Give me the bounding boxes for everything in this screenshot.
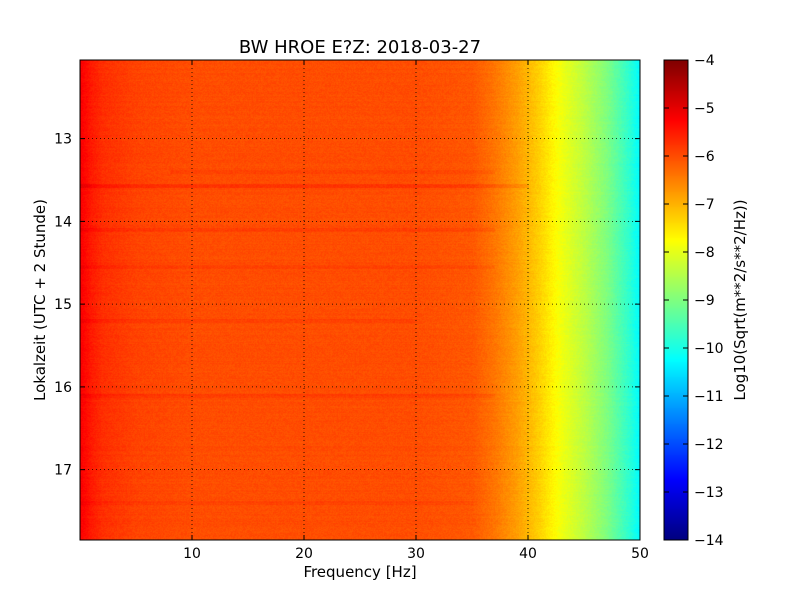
colorbar-tick-label: −11 (694, 389, 724, 405)
plot-frame (79, 59, 641, 541)
colorbar-ticks: −4 −5 −6 −7 −8 −9 −10 −11 −12 −13 −14 (664, 53, 724, 549)
colorbar: −4 −5 −6 −7 −8 −9 −10 −11 −12 −13 −14 (663, 53, 724, 549)
colorbar-label: Log10(Sqrt(m**2/s**2/Hz)) (731, 199, 749, 400)
colorbar-tick-label: −12 (694, 437, 724, 453)
colorbar-tick-label: −9 (694, 293, 715, 309)
colorbar-tick-label: −6 (694, 149, 715, 165)
y-tick-label: 14 (54, 214, 72, 230)
y-axis-label: Lokalzeit (UTC + 2 Stunde) (31, 199, 49, 401)
grid-lines (80, 60, 640, 540)
colorbar-tick-label: −14 (694, 533, 724, 549)
x-tick-label: 10 (183, 546, 201, 562)
x-tick-label: 30 (407, 546, 425, 562)
x-axis: 10 20 30 40 50 (183, 60, 649, 562)
y-tick-label: 15 (54, 297, 72, 313)
colorbar-tick-label: −13 (694, 485, 724, 501)
y-tick-label: 16 (54, 380, 72, 396)
colorbar-tick-label: −7 (694, 197, 715, 213)
x-tick-label: 20 (295, 546, 313, 562)
colorbar-tick-label: −4 (694, 53, 715, 69)
y-tick-label: 13 (54, 132, 72, 148)
colorbar-tick-label: −10 (694, 341, 724, 357)
spectrogram-image (80, 60, 640, 540)
x-axis-label: Frequency [Hz] (303, 563, 416, 581)
colorbar-tick-label: −5 (694, 101, 715, 117)
heatmap-area (80, 60, 640, 540)
colorbar-tick-label: −8 (694, 245, 715, 261)
x-tick-label: 40 (519, 546, 537, 562)
y-tick-label: 17 (54, 463, 72, 479)
chart-title: BW HROE E?Z: 2018-03-27 (239, 37, 481, 58)
y-axis: 13 14 15 16 17 (54, 132, 640, 479)
x-tick-label: 50 (631, 546, 649, 562)
